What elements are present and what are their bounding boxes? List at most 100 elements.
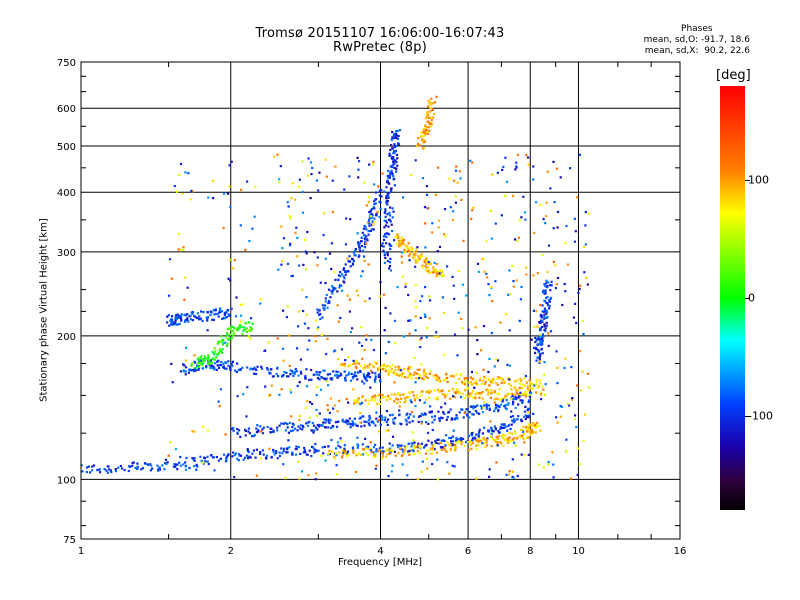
data-point (421, 377, 424, 380)
data-point (168, 294, 171, 297)
data-point (282, 373, 285, 377)
data-point (369, 417, 372, 420)
data-point (388, 152, 391, 155)
data-point (374, 455, 377, 458)
data-point (378, 189, 381, 193)
data-point (478, 392, 481, 395)
data-point (211, 350, 214, 353)
data-point (173, 463, 176, 466)
data-point (397, 134, 400, 138)
data-point (443, 274, 446, 277)
data-point (217, 315, 220, 318)
data-point (576, 196, 579, 199)
data-point (383, 226, 386, 229)
data-point (171, 315, 174, 318)
data-point (516, 239, 519, 243)
data-point (337, 420, 340, 423)
data-point (546, 170, 549, 173)
data-point (488, 468, 491, 471)
data-point (454, 446, 457, 449)
data-point (426, 131, 429, 134)
data-point (346, 294, 349, 297)
data-point (528, 423, 531, 426)
data-point (407, 416, 410, 419)
data-point (446, 461, 449, 464)
data-point (357, 168, 360, 171)
data-point (417, 442, 420, 445)
data-point (214, 349, 217, 352)
data-point (255, 368, 258, 371)
data-point (522, 383, 525, 386)
data-point (545, 312, 548, 315)
data-point (227, 313, 230, 316)
data-point (350, 372, 353, 375)
data-point (474, 444, 478, 447)
data-point (546, 303, 550, 307)
data-point (505, 473, 508, 476)
data-point (537, 351, 540, 354)
data-point (408, 332, 411, 335)
data-point (476, 353, 479, 356)
data-point (191, 430, 194, 433)
data-point (470, 392, 473, 395)
data-point (407, 367, 410, 370)
data-point (359, 421, 362, 424)
data-point (436, 388, 440, 391)
data-point (488, 357, 491, 360)
data-point (250, 327, 254, 331)
data-point (497, 431, 501, 434)
data-point (287, 439, 290, 442)
data-point (556, 421, 559, 424)
data-point (453, 390, 456, 394)
data-point (370, 451, 373, 454)
data-point (224, 367, 227, 370)
data-point (556, 276, 560, 280)
data-point (272, 429, 275, 432)
data-point (308, 378, 311, 381)
data-point (530, 383, 534, 386)
data-point (287, 431, 290, 434)
data-point (378, 215, 381, 218)
data-point (458, 378, 461, 381)
data-point (420, 420, 423, 423)
data-point (429, 271, 432, 274)
data-point (497, 437, 500, 440)
data-point (245, 330, 248, 334)
data-point (384, 416, 387, 419)
data-point (217, 459, 220, 462)
data-point (543, 329, 546, 332)
data-point (318, 378, 321, 381)
data-point (354, 360, 357, 363)
data-point (380, 414, 383, 418)
data-point (395, 243, 399, 246)
data-point (581, 370, 584, 373)
data-point (181, 192, 184, 195)
data-point (448, 436, 451, 440)
data-point (356, 399, 359, 402)
data-point (383, 293, 386, 296)
data-point (486, 437, 489, 440)
data-point (372, 456, 375, 459)
data-point (342, 268, 345, 271)
data-point (565, 438, 568, 441)
data-point (453, 297, 456, 300)
data-point (384, 215, 387, 218)
data-point (315, 373, 319, 376)
data-point (172, 465, 175, 468)
data-point (232, 334, 235, 337)
data-point (569, 477, 572, 480)
data-point (416, 446, 420, 449)
data-point (166, 321, 169, 324)
data-point (526, 415, 529, 418)
data-point (514, 444, 517, 447)
data-point (358, 254, 361, 257)
data-point (326, 408, 329, 411)
data-point (326, 404, 329, 407)
data-point (539, 337, 542, 340)
x-tick-label: 2 (228, 546, 234, 557)
data-point (164, 462, 167, 465)
data-point (522, 195, 525, 198)
data-point (419, 346, 422, 349)
data-point (564, 450, 568, 453)
data-point (360, 240, 363, 243)
